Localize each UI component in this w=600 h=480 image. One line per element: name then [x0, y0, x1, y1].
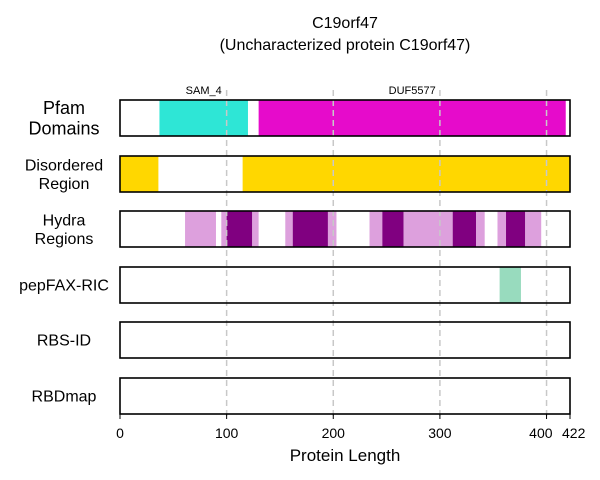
track-0: SAM_4 DUF5577 Pfam Domains: [28, 85, 570, 139]
segment-2-2: [226, 211, 253, 247]
x-axis: 0 100 200 300 400 422: [116, 99, 586, 441]
segment-2-14: [525, 211, 542, 247]
x-tick-label: 100: [215, 425, 239, 441]
x-axis-title: Protein Length: [290, 446, 401, 465]
track-border: [119, 210, 571, 248]
segment-2-4: [285, 211, 293, 247]
segment-2-10: [452, 211, 477, 247]
segment-0-0: [159, 100, 248, 136]
segment-3-0: [499, 267, 521, 303]
x-tick-label: 0: [116, 425, 124, 441]
segment-2-1: [221, 211, 227, 247]
segment-2-12: [497, 211, 507, 247]
segment-2-3: [252, 211, 259, 247]
chart-title: C19orf47: [312, 15, 378, 32]
segment-1-1: [242, 156, 571, 192]
segment-2-5: [292, 211, 328, 247]
feature-tracks: SAM_4 DUF5577 Pfam Domains Disordered Region H…: [19, 85, 571, 414]
domain-label: DUF5577: [389, 85, 436, 97]
segment-2-9: [403, 211, 453, 247]
track-label: RBS-ID: [37, 333, 91, 350]
track-label: Disordered Region: [25, 157, 103, 192]
track-border: [119, 321, 571, 359]
segment-2-0: [185, 211, 216, 247]
segment-2-6: [327, 211, 337, 247]
grid-lines: [225, 90, 548, 416]
track-3: pepFAX-RIC: [19, 267, 570, 303]
segment-2-8: [382, 211, 404, 247]
chart-subtitle: (Uncharacterized protein C19orf47): [220, 37, 471, 54]
track-label: Pfam Domains: [28, 98, 99, 139]
track-5: RBDmap: [32, 378, 570, 414]
track-2: Hydra Regions: [35, 211, 570, 248]
track-4: RBS-ID: [37, 322, 570, 358]
segment-1-0: [120, 156, 159, 192]
track-1: Disordered Region: [25, 156, 571, 193]
track-background: [120, 378, 570, 414]
segment-2-13: [506, 211, 526, 247]
x-tick-label: 200: [322, 425, 346, 441]
track-border: [119, 266, 571, 304]
segment-2-11: [476, 211, 485, 247]
domain-label: SAM_4: [186, 85, 222, 97]
track-background: [120, 267, 570, 303]
x-tick-label: 422: [562, 425, 586, 441]
track-border: [119, 155, 571, 193]
track-border: [119, 99, 571, 137]
track-background: [120, 322, 570, 358]
track-label: pepFAX-RIC: [19, 278, 109, 295]
track-border: [119, 377, 571, 415]
track-label: Hydra Regions: [35, 212, 94, 247]
segment-0-1: [258, 100, 566, 136]
x-tick-label: 400: [529, 425, 553, 441]
track-label: RBDmap: [32, 389, 97, 406]
x-tick-label: 300: [428, 425, 452, 441]
segment-2-7: [369, 211, 383, 247]
